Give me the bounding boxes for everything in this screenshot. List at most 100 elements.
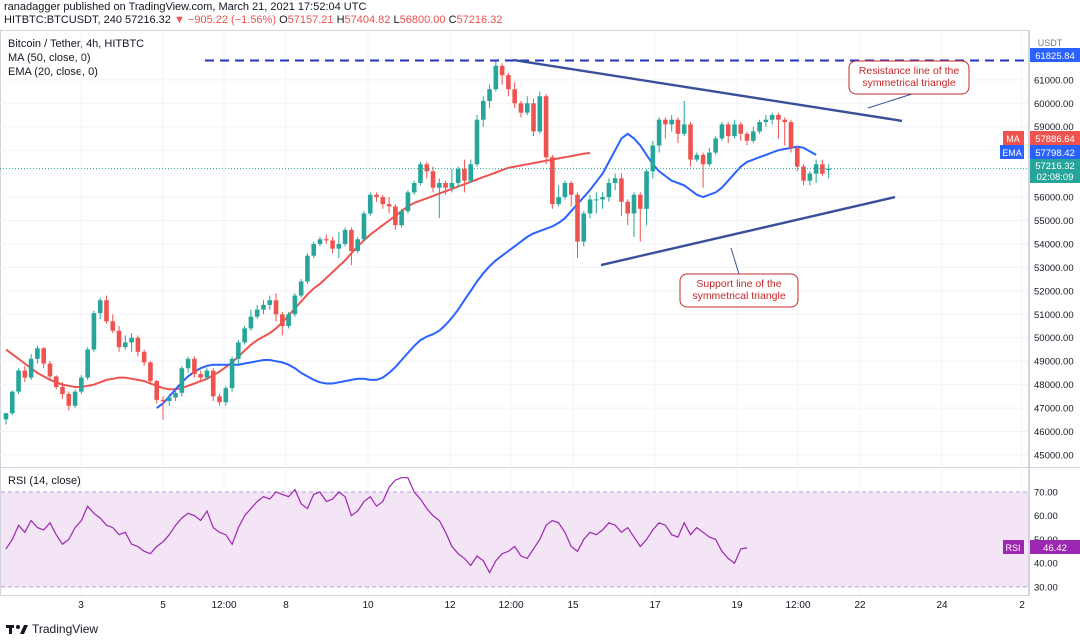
publisher-line: ranadagger published on TradingView.com,… bbox=[4, 1, 366, 13]
candle bbox=[198, 370, 203, 383]
resistance-pointer bbox=[867, 93, 913, 109]
candles bbox=[3, 61, 831, 425]
candle bbox=[173, 389, 178, 402]
time-tick-label: 24 bbox=[936, 600, 948, 611]
candle bbox=[807, 171, 813, 186]
candle bbox=[663, 117, 668, 139]
candle bbox=[556, 185, 561, 207]
candle-body bbox=[782, 119, 788, 123]
rsi-tick-label: 60.00 bbox=[1034, 511, 1058, 522]
candle-body bbox=[148, 362, 153, 382]
price-tick-label: 53000.00 bbox=[1034, 263, 1074, 274]
candle-body bbox=[28, 358, 34, 378]
candle bbox=[738, 122, 744, 141]
candle bbox=[393, 204, 398, 230]
candle bbox=[72, 389, 78, 409]
candle-body bbox=[9, 391, 15, 414]
ma-tag bbox=[1003, 131, 1024, 145]
candle-body bbox=[757, 122, 762, 132]
rsi-tick-label: 30.00 bbox=[1034, 582, 1058, 593]
candle bbox=[587, 194, 593, 219]
candle-body bbox=[367, 194, 373, 214]
candle-body bbox=[562, 183, 568, 198]
candle bbox=[28, 354, 34, 380]
candle bbox=[53, 375, 59, 390]
resistance-trendline bbox=[512, 58, 903, 123]
candle bbox=[399, 208, 404, 228]
candle bbox=[236, 340, 241, 364]
candle-body bbox=[47, 363, 53, 377]
candle bbox=[85, 347, 90, 380]
candle bbox=[311, 241, 317, 259]
candle-body bbox=[694, 154, 700, 160]
candle-body bbox=[788, 122, 794, 148]
candle-body bbox=[499, 65, 505, 76]
publisher-text: ranadagger published on TradingView.com,… bbox=[4, 1, 367, 13]
candle bbox=[217, 394, 222, 406]
candle-body bbox=[192, 358, 197, 375]
candle bbox=[179, 365, 185, 397]
candle bbox=[254, 304, 260, 319]
candle bbox=[794, 145, 800, 172]
level-badge-text: 61825.84 bbox=[1035, 51, 1075, 62]
candle-body bbox=[361, 213, 367, 240]
support-note-2: symmetrical triangle bbox=[692, 290, 786, 302]
candle-body bbox=[204, 370, 210, 378]
candle-body bbox=[280, 314, 285, 327]
candle-body bbox=[267, 300, 273, 305]
candle-body bbox=[349, 229, 354, 251]
candle-body bbox=[776, 115, 781, 120]
candle-body bbox=[166, 397, 172, 402]
candle bbox=[443, 180, 448, 195]
candle bbox=[374, 192, 379, 202]
candle-body bbox=[323, 239, 329, 241]
candle bbox=[744, 131, 750, 146]
candle bbox=[462, 159, 467, 193]
candle bbox=[719, 122, 725, 141]
rsi-tag bbox=[1003, 540, 1024, 554]
candle-body bbox=[305, 255, 310, 282]
price-tick-label: 48000.00 bbox=[1034, 380, 1074, 391]
candle-body bbox=[79, 377, 84, 392]
resistance-callout-box bbox=[848, 60, 970, 95]
candle bbox=[116, 326, 122, 352]
candle-body bbox=[424, 164, 430, 172]
candle bbox=[581, 211, 587, 247]
candle bbox=[267, 295, 273, 310]
candle-body bbox=[713, 138, 718, 153]
rsi-tag-text: RSI bbox=[1005, 543, 1020, 553]
price-tick-label: 56000.00 bbox=[1034, 193, 1074, 204]
candle-body bbox=[185, 358, 191, 369]
candle-body bbox=[248, 316, 254, 329]
candle-body bbox=[518, 103, 524, 113]
tradingview-logo-icon bbox=[6, 625, 28, 634]
candle bbox=[769, 112, 775, 125]
candle-body bbox=[637, 194, 643, 209]
rsi-tick-label: 70.00 bbox=[1034, 487, 1058, 498]
candle bbox=[110, 314, 116, 334]
candle bbox=[826, 164, 831, 179]
candle bbox=[480, 96, 486, 127]
price-tick-label: 49000.00 bbox=[1034, 357, 1074, 368]
candle-body bbox=[91, 313, 97, 350]
candle-body bbox=[575, 194, 580, 242]
time-tick-label: 5 bbox=[160, 600, 166, 611]
candle-body bbox=[123, 342, 128, 348]
candle bbox=[91, 310, 97, 352]
candle bbox=[355, 236, 360, 254]
ema-badge bbox=[1030, 145, 1080, 159]
candle bbox=[637, 192, 643, 242]
candle bbox=[776, 112, 781, 139]
time-tick-label: 22 bbox=[854, 600, 866, 611]
candle-body bbox=[198, 374, 203, 378]
candle bbox=[386, 197, 392, 214]
price-badge bbox=[1030, 159, 1080, 183]
candle-body bbox=[556, 197, 561, 205]
candle-body bbox=[66, 394, 72, 406]
candle bbox=[104, 295, 109, 324]
footer[interactable]: TradingView bbox=[6, 622, 98, 636]
candle-body bbox=[813, 164, 819, 174]
annotations: Resistance line of the symmetrical trian… bbox=[679, 60, 970, 308]
candle-body bbox=[606, 183, 612, 198]
